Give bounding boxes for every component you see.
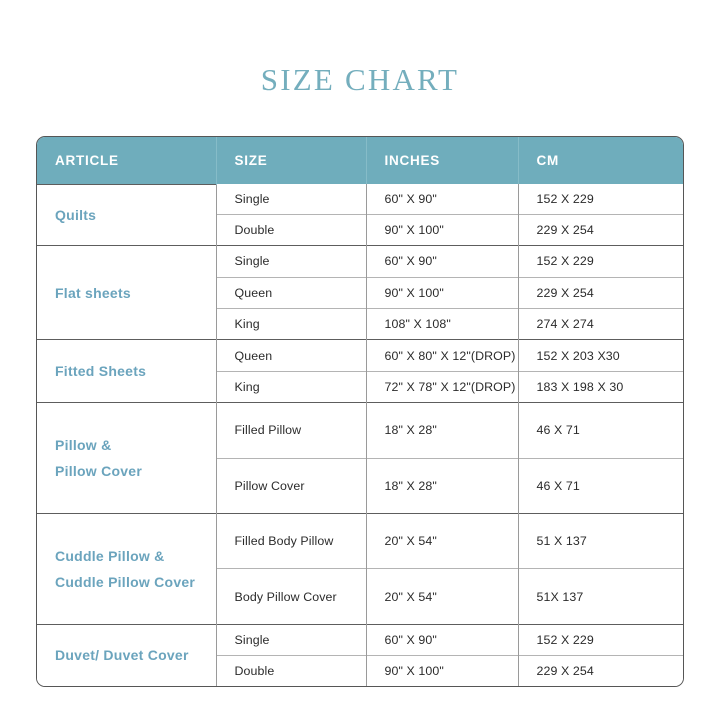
inches-value: 18" X 28" — [366, 457, 519, 514]
inches-value: 90" X 100" — [366, 276, 519, 309]
table-row: King 108" X 108" 274 X 274 — [37, 307, 683, 340]
table-row: Cuddle Pillow & Cuddle Pillow Cover Filled… — [37, 512, 683, 625]
size-value: King — [216, 307, 367, 340]
table-row: Flat sheets Single 60" X 90" 152 X 229 — [37, 245, 683, 340]
size-value: Queen — [216, 339, 367, 372]
size-value: Double — [216, 213, 367, 246]
cm-value: 51X 137 — [518, 568, 683, 625]
article-label-line: Pillow Cover — [55, 463, 143, 479]
cm-value: 152 X 229 — [518, 623, 683, 656]
cm-value: 46 X 71 — [518, 457, 683, 514]
page-title: SIZE CHART — [260, 62, 460, 97]
column-header-cm: CM — [518, 137, 683, 184]
cm-value: 183 X 198 X 30 — [518, 370, 683, 403]
table-row: Queen 90" X 100" 229 X 254 — [37, 276, 683, 309]
inches-value: 90" X 100" — [366, 655, 519, 686]
article-label-line: Flat sheets — [55, 284, 131, 301]
inches-value: 60" X 80" X 12"(DROP) — [366, 339, 519, 372]
size-chart-table-container: ARTICLE SIZE INCHES CM Quilts Single 60" X… — [36, 136, 684, 687]
cm-value: 229 X 254 — [518, 276, 683, 309]
article-label-line: Pillow & — [55, 437, 112, 453]
article-label: Fitted Sheets — [37, 339, 217, 403]
size-chart-table: ARTICLE SIZE INCHES CM Quilts Single 60" X… — [37, 137, 683, 686]
article-label-line: Duvet/ Duvet Cover — [55, 647, 189, 664]
header-row: ARTICLE SIZE INCHES CM — [37, 137, 683, 184]
table-row: King 72" X 78" X 12"(DROP) 183 X 198 X 30 — [37, 370, 683, 403]
size-value: Filled Body Pillow — [216, 512, 367, 569]
size-value: Filled Pillow — [216, 402, 367, 458]
size-value: Single — [216, 184, 367, 215]
size-value: Double — [216, 655, 367, 686]
inches-value: 108" X 108" — [366, 307, 519, 340]
table-row: Pillow & Pillow Cover Filled Pillow 18" X 2… — [37, 402, 683, 514]
cm-value: 51 X 137 — [518, 512, 683, 569]
inches-value: 72" X 78" X 12"(DROP) — [366, 370, 519, 403]
table-row: Duvet/ Duvet Cover Single 60" X 90" 152 X 2… — [37, 623, 683, 686]
inches-value: 20" X 54" — [366, 568, 519, 625]
inches-value: 18" X 28" — [366, 402, 519, 458]
size-value: Pillow Cover — [216, 457, 367, 514]
column-header-article: ARTICLE — [37, 137, 217, 184]
inches-value: 90" X 100" — [366, 213, 519, 246]
inches-value: 60" X 90" — [366, 623, 519, 656]
table-header: ARTICLE SIZE INCHES CM — [37, 137, 683, 184]
article-label-line: Quilts — [55, 206, 97, 223]
cm-value: 229 X 254 — [518, 655, 683, 686]
column-header-inches: INCHES — [366, 137, 519, 184]
size-value: Body Pillow Cover — [216, 568, 367, 625]
cm-value: 274 X 274 — [518, 307, 683, 340]
column-header-size: SIZE — [216, 137, 367, 184]
article-label: Pillow & Pillow Cover — [37, 402, 217, 514]
article-label: Duvet/ Duvet Cover — [37, 623, 217, 686]
table-row: Pillow Cover 18" X 28" 46 X 71 — [37, 457, 683, 514]
table-row: Double 90" X 100" 229 X 254 — [37, 655, 683, 686]
table-row: Quilts Single 60" X 90" 152 X 229 — [37, 183, 683, 246]
article-label-line: Fitted Sheets — [55, 363, 147, 380]
size-value: Queen — [216, 276, 367, 309]
table-row: Body Pillow Cover 20" X 54" 51X 137 — [37, 568, 683, 625]
cm-value: 152 X 203 X30 — [518, 339, 683, 372]
size-value: Single — [216, 245, 367, 278]
article-label-line: Cuddle Pillow Cover — [55, 573, 196, 590]
article-label: Quilts — [37, 183, 217, 246]
inches-value: 20" X 54" — [366, 512, 519, 569]
size-value: Single — [216, 623, 367, 656]
table-body: Quilts Single 60" X 90" 152 X 229 Double 90" … — [37, 183, 683, 686]
article-label-line: Cuddle Pillow & — [55, 547, 165, 564]
cm-value: 152 X 229 — [518, 245, 683, 278]
cm-value: 152 X 229 — [518, 184, 683, 215]
article-label: Cuddle Pillow & Cuddle Pillow Cover — [37, 512, 217, 625]
inches-value: 60" X 90" — [366, 184, 519, 215]
table-row: Double 90" X 100" 229 X 254 — [37, 213, 683, 246]
title-container: SIZE CHART — [0, 62, 720, 98]
cm-value: 46 X 71 — [518, 402, 683, 458]
size-value: King — [216, 370, 367, 403]
cm-value: 229 X 254 — [518, 213, 683, 246]
article-label: Flat sheets — [37, 245, 217, 340]
table-row: Fitted Sheets Queen 60" X 80" X 12"(DROP) 1… — [37, 339, 683, 403]
inches-value: 60" X 90" — [366, 245, 519, 278]
